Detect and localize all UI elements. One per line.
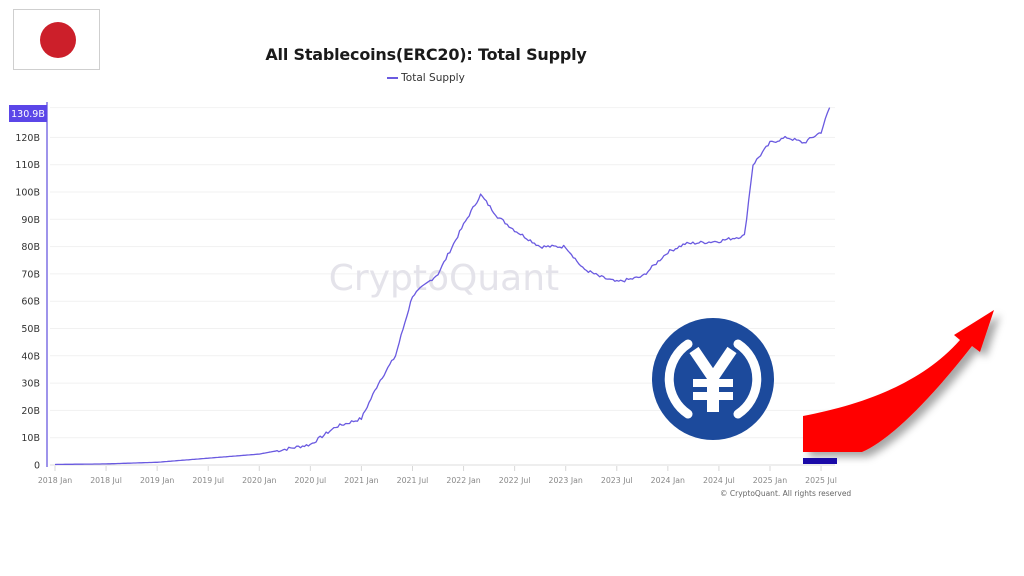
red-up-arrow-icon (803, 310, 994, 452)
y-tick-label: 50B (21, 324, 40, 335)
y-tick-label: 60B (21, 297, 40, 308)
x-tick-label: 2018 Jan (38, 476, 72, 485)
y-tick-label: 30B (21, 379, 40, 390)
y-tick-label: 90B (21, 215, 40, 226)
y-axis-ticks: 0 10B 20B 30B 40B 50B 60B 70B 80B 90B 100B 110B 120B (15, 133, 40, 472)
y-tick-label: 100B (15, 188, 40, 199)
japan-flag-icon (13, 9, 100, 70)
x-tick-label: 2023 Jan (549, 476, 583, 485)
chart-title: All Stablecoins(ERC20): Total Supply (265, 45, 587, 64)
x-tick-label: 2021 Jan (344, 476, 378, 485)
watermark: CryptoQuant (329, 258, 559, 299)
x-tick-label: 2019 Jan (140, 476, 174, 485)
marker-bar (803, 458, 837, 464)
x-tick-label: 2022 Jan (446, 476, 480, 485)
x-tick-label: 2025 Jan (753, 476, 787, 485)
x-tick-label: 2022 Jul (499, 476, 531, 485)
y-tick-label: 40B (21, 351, 40, 362)
y-tick-label: 0 (34, 461, 40, 472)
x-tick-label: 2021 Jul (397, 476, 429, 485)
x-tick-label: 2024 Jan (651, 476, 685, 485)
y-tick-label: 70B (21, 269, 40, 280)
x-axis-ticks: 2018 Jan 2018 Jul 2019 Jan 2019 Jul 2020 Jan… (38, 466, 837, 485)
x-tick-label: 2024 Jul (703, 476, 735, 485)
x-tick-label: 2020 Jul (294, 476, 326, 485)
x-tick-label: 2020 Jan (242, 476, 276, 485)
y-tick-label: 10B (21, 433, 40, 444)
flag-sun (40, 22, 76, 58)
chart-legend[interactable]: Total Supply (0, 72, 852, 84)
x-tick-label: 2025 Jul (805, 476, 837, 485)
x-tick-label: 2019 Jul (192, 476, 224, 485)
total-supply-line[interactable] (54, 107, 831, 466)
yen-stablecoin-icon (652, 318, 774, 440)
legend-label: Total Supply (401, 72, 465, 84)
last-value-label: 130.9B (9, 105, 47, 122)
copyright-note: © CryptoQuant. All rights reserved (720, 489, 852, 498)
y-tick-label: 20B (21, 406, 40, 417)
y-tick-label: 80B (21, 242, 40, 253)
x-tick-label: 2023 Jul (601, 476, 633, 485)
y-tick-label: 110B (15, 160, 40, 171)
legend-swatch (387, 77, 399, 79)
svg-text:130.9B: 130.9B (11, 109, 45, 120)
y-tick-label: 120B (15, 133, 40, 144)
x-tick-label: 2018 Jul (90, 476, 122, 485)
